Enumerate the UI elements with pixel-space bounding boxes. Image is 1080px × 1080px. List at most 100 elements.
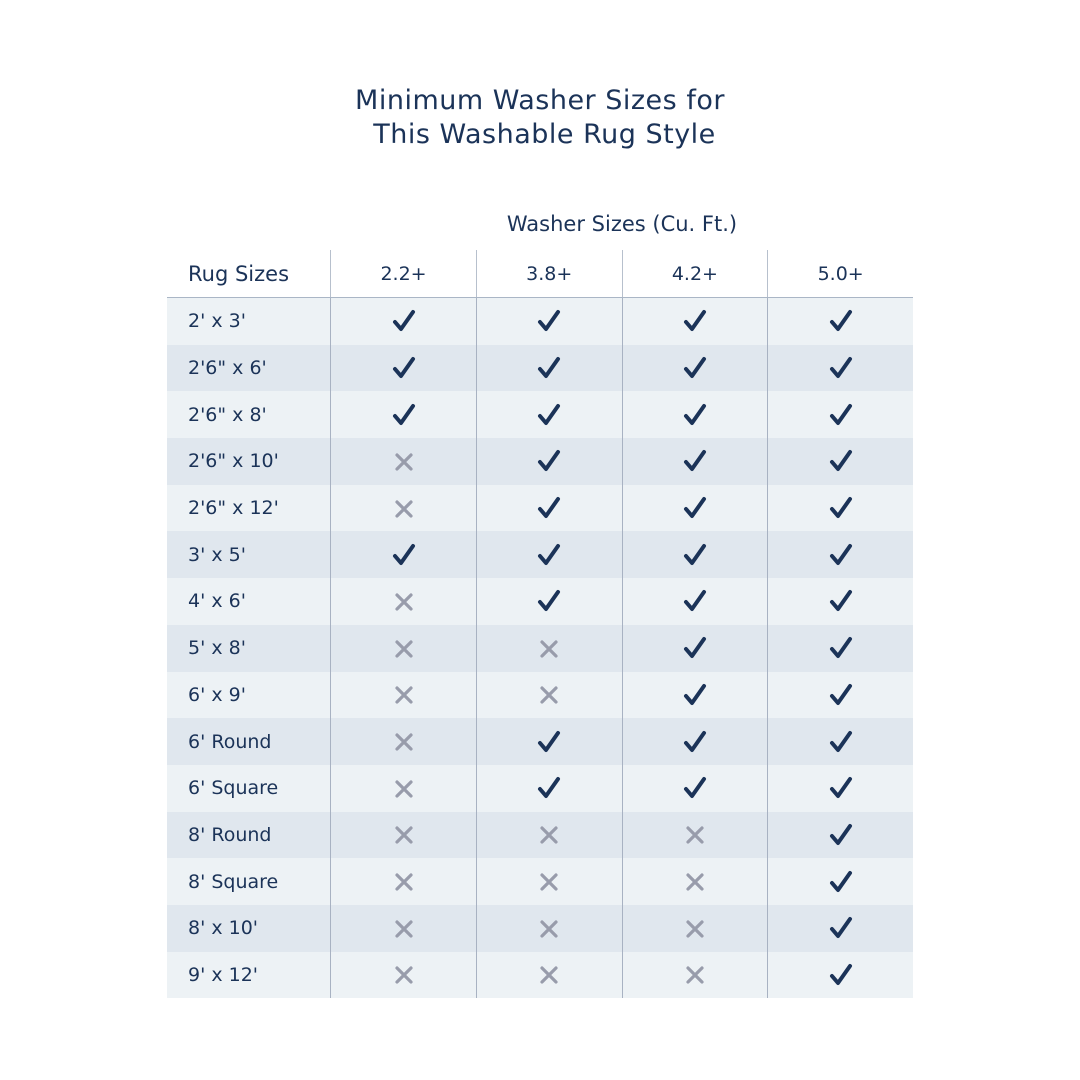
check-icon <box>683 357 707 379</box>
fit-cell <box>621 718 768 765</box>
fit-cell <box>621 671 768 719</box>
cross-icon <box>685 871 705 893</box>
fit-cell <box>475 904 623 952</box>
check-icon <box>829 403 853 425</box>
rug-size-label: 3' x 5' <box>167 531 331 579</box>
check-icon <box>392 310 416 332</box>
rug-size-label: 2'6" x 6' <box>167 344 331 392</box>
check-icon <box>829 310 853 332</box>
table-row: 8' Square <box>167 858 913 905</box>
table-row: 4' x 6' <box>167 578 913 625</box>
fit-cell <box>767 578 913 625</box>
check-icon <box>683 543 707 565</box>
fit-cell <box>330 391 477 439</box>
fit-cell <box>475 484 623 532</box>
check-icon <box>829 683 853 705</box>
check-icon <box>829 357 853 379</box>
check-icon <box>537 543 561 565</box>
table-row: 2'6" x 6' <box>167 344 913 392</box>
table-row: 2'6" x 10' <box>167 438 913 485</box>
check-icon <box>829 917 853 939</box>
check-icon <box>537 450 561 472</box>
fit-cell <box>767 951 913 999</box>
cross-icon <box>394 497 414 519</box>
column-header: 4.2+ <box>621 250 768 298</box>
cross-icon <box>394 824 414 846</box>
cross-icon <box>394 917 414 939</box>
cross-icon <box>685 917 705 939</box>
fit-cell <box>330 718 477 765</box>
rug-size-label: 8' Square <box>167 858 331 905</box>
fit-cell <box>767 858 913 905</box>
cross-icon <box>539 637 559 659</box>
fit-cell <box>475 951 623 999</box>
cross-icon <box>539 917 559 939</box>
check-icon <box>392 403 416 425</box>
fit-cell <box>330 904 477 952</box>
rug-size-label: 8' Round <box>167 811 331 859</box>
fit-cell <box>475 297 623 345</box>
fit-cell <box>621 297 768 345</box>
cross-icon <box>539 964 559 986</box>
check-icon <box>829 543 853 565</box>
fit-cell <box>475 624 623 672</box>
rug-sizes-header: Rug Sizes <box>167 250 331 298</box>
fit-cell <box>767 531 913 579</box>
fit-cell <box>330 531 477 579</box>
check-icon <box>829 963 853 985</box>
rug-size-label: 6' Square <box>167 764 331 812</box>
fit-cell <box>767 671 913 719</box>
check-icon <box>392 543 416 565</box>
rug-size-label: 9' x 12' <box>167 951 331 999</box>
check-icon <box>683 683 707 705</box>
column-header: 5.0+ <box>767 250 913 298</box>
check-icon <box>537 730 561 752</box>
rug-size-label: 2'6" x 12' <box>167 484 331 532</box>
cross-icon <box>394 964 414 986</box>
cross-icon <box>394 450 414 472</box>
check-icon <box>683 403 707 425</box>
fit-cell <box>621 531 768 579</box>
fit-cell <box>621 344 768 392</box>
cross-icon <box>685 964 705 986</box>
fit-cell <box>767 904 913 952</box>
fit-cell <box>767 297 913 345</box>
check-icon <box>829 450 853 472</box>
rug-size-label: 6' Round <box>167 718 331 765</box>
fit-cell <box>330 344 477 392</box>
fit-cell <box>621 391 768 439</box>
check-icon <box>683 450 707 472</box>
rug-size-label: 6' x 9' <box>167 671 331 719</box>
table-row: 6' x 9' <box>167 671 913 719</box>
check-icon <box>829 497 853 519</box>
fit-cell <box>475 811 623 859</box>
fit-cell <box>621 484 768 532</box>
fit-cell <box>767 344 913 392</box>
check-icon <box>537 497 561 519</box>
cross-icon <box>394 684 414 706</box>
table-row: 9' x 12' <box>167 951 913 999</box>
rug-size-label: 2' x 3' <box>167 297 331 345</box>
fit-cell <box>330 671 477 719</box>
fit-cell <box>330 438 477 485</box>
column-header: 2.2+ <box>330 250 477 298</box>
check-icon <box>829 590 853 612</box>
check-icon <box>537 357 561 379</box>
table-row: 6' Square <box>167 764 913 812</box>
check-icon <box>683 637 707 659</box>
cross-icon <box>539 871 559 893</box>
fit-cell <box>330 484 477 532</box>
fit-cell <box>767 811 913 859</box>
cross-icon <box>394 590 414 612</box>
check-icon <box>537 310 561 332</box>
check-icon <box>683 590 707 612</box>
fit-cell <box>767 484 913 532</box>
table-row: 3' x 5' <box>167 531 913 579</box>
rug-size-label: 4' x 6' <box>167 578 331 625</box>
fit-cell <box>767 391 913 439</box>
check-icon <box>537 777 561 799</box>
table-row: 6' Round <box>167 718 913 765</box>
cross-icon <box>539 684 559 706</box>
fit-cell <box>330 764 477 812</box>
fit-cell <box>767 624 913 672</box>
